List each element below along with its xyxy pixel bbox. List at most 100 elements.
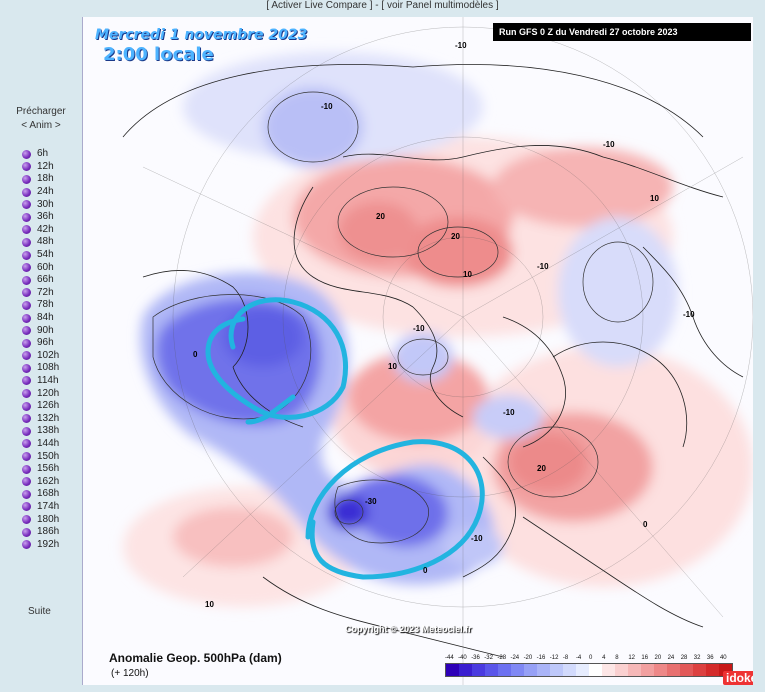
step-bullet-icon — [22, 502, 31, 512]
forecast-step-180h[interactable]: 180h — [22, 513, 59, 526]
step-label: 12h — [37, 160, 54, 172]
forecast-step-120h[interactable]: 120h — [22, 387, 59, 400]
forecast-step-66h[interactable]: 66h — [22, 274, 59, 287]
contour-label: 0 — [643, 520, 648, 529]
forecast-step-150h[interactable]: 150h — [22, 450, 59, 463]
contour-label: -10 — [603, 140, 615, 149]
forecast-step-48h[interactable]: 48h — [22, 236, 59, 249]
contour-label: -10 — [455, 41, 467, 50]
forecast-step-78h[interactable]: 78h — [22, 299, 59, 312]
legend-tick-label: 16 — [641, 655, 649, 661]
anim-link[interactable]: < Anim > — [21, 120, 61, 131]
hand-drawn-annotations — [205, 297, 485, 580]
legend-color-swatch — [680, 664, 693, 676]
legend-tick-label: -32 — [484, 655, 493, 661]
contour-label: -10 — [321, 102, 333, 111]
forecast-step-156h[interactable]: 156h — [22, 463, 59, 476]
step-label: 54h — [37, 249, 54, 261]
contour-label: -10 — [683, 310, 695, 319]
forecast-step-54h[interactable]: 54h — [22, 249, 59, 262]
legend-color-swatch — [602, 664, 615, 676]
legend-tick-label: -12 — [549, 655, 559, 661]
contour-label: -30 — [365, 497, 377, 506]
step-label: 120h — [37, 387, 60, 399]
forecast-step-108h[interactable]: 108h — [22, 362, 59, 375]
forecast-step-132h[interactable]: 132h — [22, 412, 59, 425]
step-label: 78h — [37, 299, 54, 311]
forecast-step-192h[interactable]: 192h — [22, 538, 59, 551]
forecast-step-6h[interactable]: 6h — [22, 148, 59, 161]
next-page-link[interactable]: Suite — [28, 606, 51, 617]
step-bullet-icon — [22, 452, 31, 462]
forecast-step-list: 6h 12h 18h 24h 30h 36h 42h 48h 54h 60h 66h 72h 78h 84… — [22, 148, 59, 551]
forecast-step-162h[interactable]: 162h — [22, 475, 59, 488]
step-bullet-icon — [22, 338, 31, 348]
step-label: 30h — [37, 198, 54, 210]
forecast-step-168h[interactable]: 168h — [22, 488, 59, 501]
legend-color-swatch — [589, 664, 602, 676]
step-bullet-icon — [22, 250, 31, 260]
forecast-step-84h[interactable]: 84h — [22, 312, 59, 325]
step-bullet-icon — [22, 376, 31, 386]
contour-label: 20 — [537, 464, 546, 473]
contour-label: 20 — [451, 232, 460, 241]
forecast-step-42h[interactable]: 42h — [22, 224, 59, 237]
forecast-step-138h[interactable]: 138h — [22, 425, 59, 438]
step-bullet-icon — [22, 313, 31, 323]
legend-tick-label: -24 — [510, 655, 520, 661]
step-bullet-icon — [22, 174, 31, 184]
step-label: 90h — [37, 324, 54, 336]
forecast-step-90h[interactable]: 90h — [22, 324, 59, 337]
forecast-step-72h[interactable]: 72h — [22, 287, 59, 300]
step-bullet-icon — [22, 540, 31, 550]
forecast-step-30h[interactable]: 30h — [22, 198, 59, 211]
forecast-step-36h[interactable]: 36h — [22, 211, 59, 224]
step-bullet-icon — [22, 527, 31, 537]
forecast-step-174h[interactable]: 174h — [22, 501, 59, 514]
step-bullet-icon — [22, 426, 31, 436]
legend-tick-label: -20 — [523, 655, 533, 661]
step-bullet-icon — [22, 187, 31, 197]
legend-color-swatch — [563, 664, 576, 676]
forecast-step-96h[interactable]: 96h — [22, 337, 59, 350]
multimodel-panel-link[interactable]: [ voir Panel multimodèles ] — [381, 0, 499, 11]
legend-tick-label: 8 — [615, 655, 619, 661]
legend-tick-label: 4 — [602, 655, 606, 661]
forecast-step-186h[interactable]: 186h — [22, 526, 59, 539]
step-label: 132h — [37, 412, 60, 424]
forecast-step-114h[interactable]: 114h — [22, 375, 59, 388]
step-bullet-icon — [22, 162, 31, 172]
forecast-step-24h[interactable]: 24h — [22, 186, 59, 199]
step-label: 138h — [37, 425, 60, 437]
anomaly-fill-layer — [123, 52, 753, 607]
legend-tick-label: -44 — [445, 655, 454, 661]
forecast-step-18h[interactable]: 18h — [22, 173, 59, 186]
step-bullet-icon — [22, 464, 31, 474]
step-bullet-icon — [22, 389, 31, 399]
legend-color-swatch — [537, 664, 550, 676]
live-compare-link[interactable]: [ Activer Live Compare ] — [266, 0, 373, 11]
forecast-step-102h[interactable]: 102h — [22, 350, 59, 363]
watermark-logo: idoke — [723, 671, 753, 685]
contour-label: 0 — [193, 350, 198, 359]
step-label: 108h — [37, 362, 60, 374]
legend-color-swatch — [498, 664, 511, 676]
contour-label: -10 — [537, 262, 549, 271]
legend-tick-label: 28 — [680, 655, 688, 661]
step-bullet-icon — [22, 489, 31, 499]
legend-color-swatch — [472, 664, 485, 676]
step-label: 36h — [37, 211, 54, 223]
forecast-map: -10 -10 10 20 20 -10 -10 10 0 -10 20 -30… — [82, 17, 753, 685]
legend-tick-label: -16 — [536, 655, 546, 661]
step-label: 168h — [37, 488, 60, 500]
legend-color-swatch — [511, 664, 524, 676]
legend-color-swatch — [485, 664, 498, 676]
forecast-step-12h[interactable]: 12h — [22, 161, 59, 174]
legend-color-swatch — [459, 664, 472, 676]
step-label: 66h — [37, 274, 54, 286]
forecast-step-126h[interactable]: 126h — [22, 400, 59, 413]
legend-tick-label: -4 — [575, 655, 582, 661]
forecast-step-144h[interactable]: 144h — [22, 438, 59, 451]
contour-label: -10 — [413, 324, 425, 333]
forecast-step-60h[interactable]: 60h — [22, 261, 59, 274]
